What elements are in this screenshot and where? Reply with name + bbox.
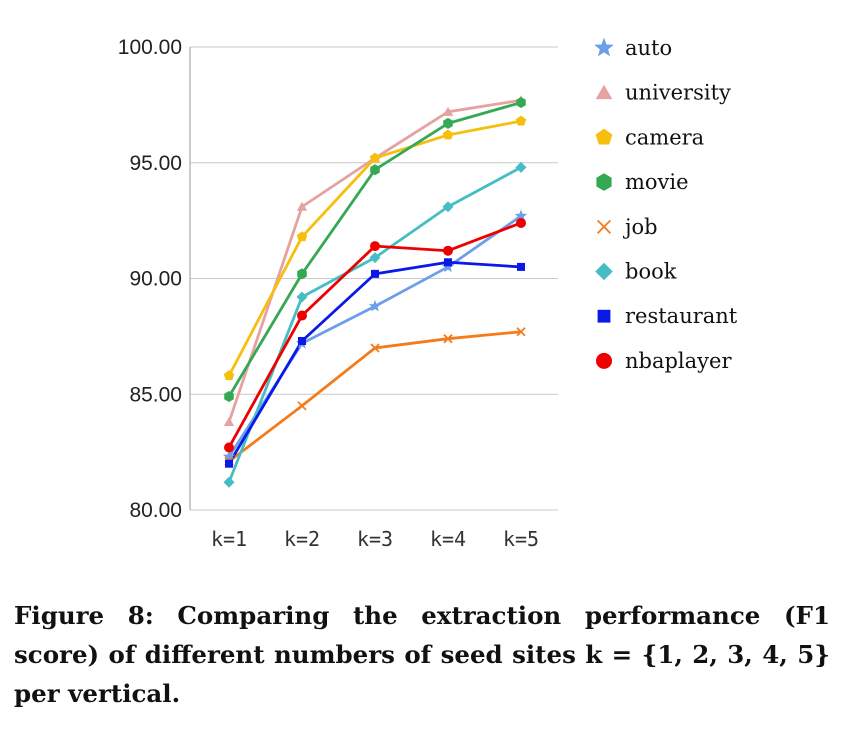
legend-marker-book <box>595 262 613 281</box>
data-point-nbaplayer <box>516 217 526 228</box>
data-point-book <box>296 291 308 303</box>
legend-label-auto: auto <box>625 36 672 60</box>
data-point-nbaplayer <box>443 245 453 256</box>
legend-label-camera: camera <box>625 125 704 149</box>
data-point-restaurant <box>225 459 233 468</box>
data-point-camera <box>515 115 527 126</box>
data-point-nbaplayer <box>224 442 234 453</box>
data-point-nbaplayer <box>297 310 307 321</box>
legend-label-movie: movie <box>625 170 689 194</box>
y-tick-label: 100.00 <box>118 36 182 59</box>
legend-label-university: university <box>625 81 731 105</box>
data-point-camera <box>442 129 454 140</box>
data-point-auto <box>514 209 528 222</box>
figure-caption: Figure 8: Comparing the extraction perfo… <box>14 601 830 708</box>
legend-label-restaurant: restaurant <box>625 304 738 328</box>
legend-marker-job <box>596 219 612 234</box>
data-point-job <box>297 401 307 411</box>
data-point-job <box>370 343 380 353</box>
y-tick-label: 85.00 <box>129 383 182 406</box>
x-tick-label: k=3 <box>357 527 393 551</box>
data-point-university <box>296 201 308 211</box>
data-point-job-stroke <box>370 343 380 353</box>
legend-marker-university <box>595 84 613 100</box>
data-point-nbaplayer <box>370 241 380 252</box>
legend-label-book: book <box>625 260 677 284</box>
data-point-book <box>223 476 235 488</box>
data-point-book <box>369 252 381 264</box>
data-point-camera <box>223 370 235 381</box>
y-tick-label: 80.00 <box>129 499 182 522</box>
x-tick-label: k=1 <box>211 527 247 551</box>
legend-marker-movie <box>596 173 612 191</box>
data-point-job <box>443 334 453 344</box>
legend-label-job: job <box>622 215 658 239</box>
data-point-university <box>223 417 235 427</box>
grid-lines <box>190 46 558 511</box>
data-point-movie <box>370 164 380 176</box>
legend-marker-camera <box>595 128 613 145</box>
data-point-university <box>442 106 454 116</box>
legend: auto university camera movie job book restaura… <box>594 36 738 373</box>
x-tick-label: k=2 <box>284 527 320 551</box>
data-point-restaurant <box>371 269 379 278</box>
data-point-auto <box>222 450 236 463</box>
data-point-restaurant <box>298 337 306 346</box>
x-tick-label: k=5 <box>503 527 539 551</box>
legend-marker-auto <box>594 37 614 57</box>
data-point-camera <box>369 152 381 163</box>
data-point-job-stroke <box>443 334 453 344</box>
series-line-job <box>228 330 522 463</box>
data-point-book <box>515 161 527 173</box>
y-tick-label: 95.00 <box>129 152 182 175</box>
x-axis: k=1 k=2 k=3 k=4 k=5 <box>211 527 539 551</box>
data-point-movie <box>443 117 453 129</box>
y-tick-label: 90.00 <box>129 268 182 291</box>
data-point-restaurant <box>517 262 525 271</box>
data-point-camera <box>296 231 308 242</box>
data-point-restaurant <box>444 258 452 267</box>
data-point-movie <box>297 268 307 280</box>
legend-marker-nbaplayer <box>596 352 612 369</box>
data-point-auto <box>441 260 455 273</box>
data-point-book <box>442 201 454 213</box>
legend-label-nbaplayer: nbaplayer <box>625 349 732 373</box>
data-point-job-stroke <box>297 401 307 411</box>
data-point-job <box>516 327 526 337</box>
data-point-movie <box>224 391 234 403</box>
legend-marker-restaurant <box>597 309 611 323</box>
data-point-auto <box>368 299 382 312</box>
y-axis: 80.00 85.00 90.00 95.00 100.00 <box>118 36 191 522</box>
legend-marker-job-stroke <box>596 219 612 234</box>
data-point-movie <box>516 97 526 109</box>
data-point-job-stroke <box>516 327 526 337</box>
series-lines <box>222 95 528 488</box>
x-tick-label: k=4 <box>430 527 466 551</box>
